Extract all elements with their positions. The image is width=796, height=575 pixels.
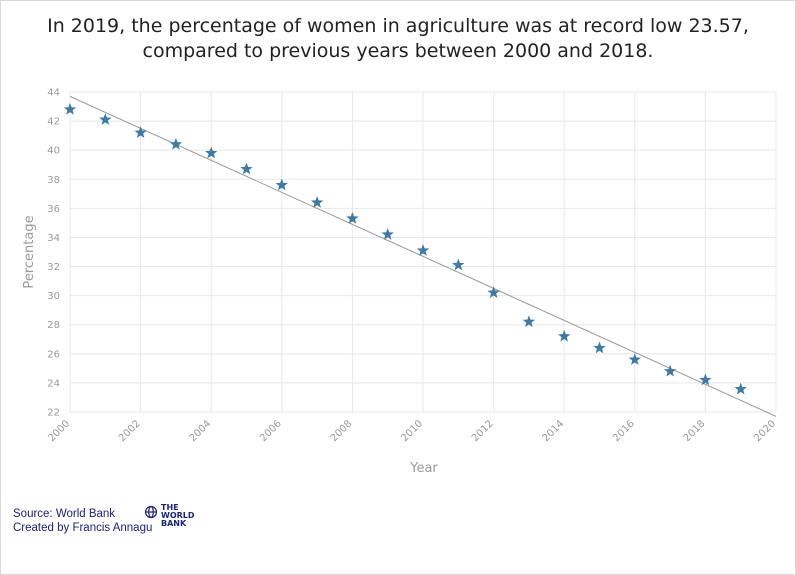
x-tick-label: 2012	[470, 418, 496, 444]
data-point-star	[663, 364, 677, 377]
data-point-star	[452, 258, 465, 271]
data-point-star	[487, 286, 500, 298]
y-tick-label: 34	[47, 233, 60, 244]
y-axis-title: Percentage	[22, 215, 37, 288]
data-point-star	[310, 196, 324, 208]
data-point-star	[734, 382, 747, 395]
world-bank-logo-text: THE WORLD BANK	[161, 504, 195, 528]
data-point-star	[205, 146, 218, 159]
data-point-star	[346, 212, 359, 224]
y-tick-label: 36	[47, 204, 60, 215]
data-point-star	[169, 137, 183, 150]
x-tick-label: 2020	[752, 418, 778, 444]
x-tick-label: 2004	[188, 418, 214, 444]
data-point-star	[240, 162, 253, 175]
chart-footer: Source: World Bank Created by Francis An…	[13, 507, 152, 535]
y-tick-label: 22	[47, 408, 60, 419]
x-tick-label: 2008	[329, 418, 355, 444]
chart-title-line-2: compared to previous years between 2000 …	[142, 40, 654, 62]
data-point-star	[63, 102, 77, 115]
data-point-star	[275, 178, 288, 191]
chart-title-line-1: In 2019, the percentage of women in agri…	[47, 15, 749, 37]
x-tick-label: 2014	[541, 418, 567, 444]
globe-icon	[144, 505, 158, 519]
data-point-star	[699, 373, 712, 386]
data-point-star	[558, 329, 571, 342]
y-tick-label: 26	[47, 349, 60, 360]
x-tick-label: 2006	[258, 418, 284, 444]
x-tick-label: 2016	[611, 418, 637, 444]
data-point-star	[99, 113, 112, 125]
y-tick-label: 28	[47, 320, 60, 331]
data-point-star	[416, 244, 430, 256]
y-tick-label: 40	[47, 146, 60, 157]
y-tick-label: 38	[47, 175, 60, 186]
y-tick-label: 30	[47, 291, 60, 302]
data-point-star	[628, 353, 641, 365]
data-point-star	[381, 228, 394, 240]
data-point-star	[134, 126, 147, 138]
y-tick-label: 42	[47, 117, 60, 128]
data-point-star	[593, 341, 606, 354]
logo-line-3: BANK	[161, 519, 187, 528]
x-tick-label: 2018	[682, 418, 708, 444]
logo-line-1: THE	[161, 503, 179, 512]
chart-title: In 2019, the percentage of women in agri…	[0, 14, 796, 64]
source-note: Source: World Bank	[13, 508, 116, 520]
trendline	[69, 95, 777, 417]
x-tick-label: 2010	[399, 418, 425, 444]
x-axis-title: Year	[409, 461, 438, 476]
y-tick-label: 44	[47, 88, 60, 99]
data-point-star	[522, 315, 536, 328]
logo-line-2: WORLD	[161, 511, 195, 520]
y-tick-label: 24	[47, 378, 60, 389]
creator-note: Created by Francis Annagu	[13, 522, 153, 534]
x-tick-label: 2000	[46, 418, 72, 444]
y-tick-label: 32	[47, 262, 60, 273]
world-bank-logo	[144, 505, 158, 519]
x-tick-label: 2002	[117, 418, 143, 444]
